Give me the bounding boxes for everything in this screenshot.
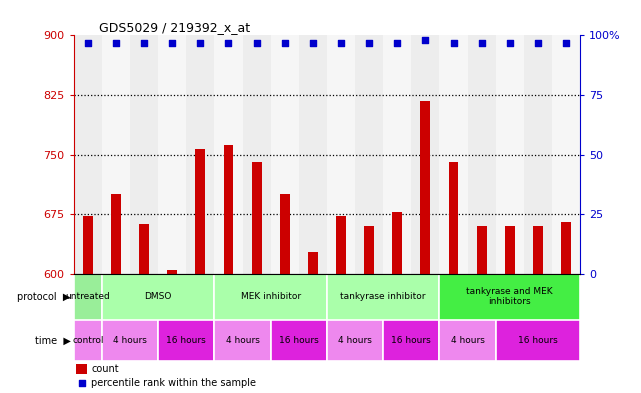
Text: protocol  ▶: protocol ▶ — [17, 292, 71, 302]
Bar — [74, 320, 102, 361]
Bar — [214, 274, 327, 320]
Point — [364, 39, 374, 46]
Bar — [392, 212, 402, 274]
Bar — [76, 364, 87, 375]
Bar — [214, 35, 242, 274]
Text: MEK inhibitor: MEK inhibitor — [240, 292, 301, 301]
Bar — [196, 149, 205, 274]
Bar — [158, 320, 214, 361]
Bar — [561, 222, 571, 274]
Bar — [336, 217, 346, 274]
Text: 4 hours: 4 hours — [113, 336, 147, 345]
Point — [449, 39, 459, 46]
Point — [167, 39, 178, 46]
Bar — [252, 162, 262, 274]
Text: 4 hours: 4 hours — [226, 336, 260, 345]
Text: DMSO: DMSO — [144, 292, 172, 301]
Bar — [524, 35, 552, 274]
Bar — [102, 274, 214, 320]
Point — [251, 39, 262, 46]
Bar — [449, 162, 458, 274]
Bar — [467, 35, 495, 274]
Bar — [167, 270, 177, 274]
Text: count: count — [92, 364, 119, 374]
Point — [83, 39, 93, 46]
Bar — [327, 274, 440, 320]
Point — [111, 39, 121, 46]
Text: percentile rank within the sample: percentile rank within the sample — [92, 378, 256, 388]
Bar — [552, 35, 580, 274]
Bar — [271, 35, 299, 274]
Text: 16 hours: 16 hours — [279, 336, 319, 345]
Bar — [111, 194, 121, 274]
Point — [476, 39, 487, 46]
Point — [336, 39, 346, 46]
Text: tankyrase inhibitor: tankyrase inhibitor — [340, 292, 426, 301]
Bar — [440, 35, 467, 274]
Bar — [327, 320, 383, 361]
Bar — [214, 320, 271, 361]
Bar — [279, 194, 290, 274]
Bar — [440, 274, 580, 320]
Text: time  ▶: time ▶ — [35, 335, 71, 345]
Bar — [83, 217, 93, 274]
Bar — [327, 35, 355, 274]
Text: 16 hours: 16 hours — [167, 336, 206, 345]
Bar — [477, 226, 487, 274]
Bar — [187, 35, 214, 274]
Bar — [308, 252, 318, 274]
Bar — [139, 224, 149, 274]
Text: GDS5029 / 219392_x_at: GDS5029 / 219392_x_at — [99, 21, 250, 34]
Bar — [440, 320, 495, 361]
Text: tankyrase and MEK
inhibitors: tankyrase and MEK inhibitors — [467, 287, 553, 307]
Bar — [102, 35, 130, 274]
Text: untreated: untreated — [65, 292, 110, 301]
Bar — [533, 226, 543, 274]
Bar — [299, 35, 327, 274]
Point — [420, 37, 431, 43]
Bar — [130, 35, 158, 274]
Text: control: control — [72, 336, 104, 345]
Text: 4 hours: 4 hours — [338, 336, 372, 345]
Point — [308, 39, 318, 46]
Point — [279, 39, 290, 46]
Point — [139, 39, 149, 46]
Text: 16 hours: 16 hours — [392, 336, 431, 345]
Point — [533, 39, 543, 46]
Bar — [271, 320, 327, 361]
Text: 16 hours: 16 hours — [518, 336, 558, 345]
Point — [504, 39, 515, 46]
Bar — [102, 320, 158, 361]
Bar — [364, 226, 374, 274]
Point — [392, 39, 403, 46]
Bar — [355, 35, 383, 274]
Bar — [412, 35, 440, 274]
Bar — [242, 35, 271, 274]
Point — [195, 39, 205, 46]
Point — [561, 39, 571, 46]
Point — [223, 39, 233, 46]
Bar — [383, 320, 440, 361]
Bar — [495, 320, 580, 361]
Bar — [224, 145, 233, 274]
Bar — [158, 35, 187, 274]
Bar — [495, 35, 524, 274]
Point — [77, 380, 87, 386]
Bar — [74, 274, 102, 320]
Text: 4 hours: 4 hours — [451, 336, 485, 345]
Bar — [74, 35, 102, 274]
Bar — [420, 101, 430, 274]
Bar — [505, 226, 515, 274]
Bar — [383, 35, 412, 274]
